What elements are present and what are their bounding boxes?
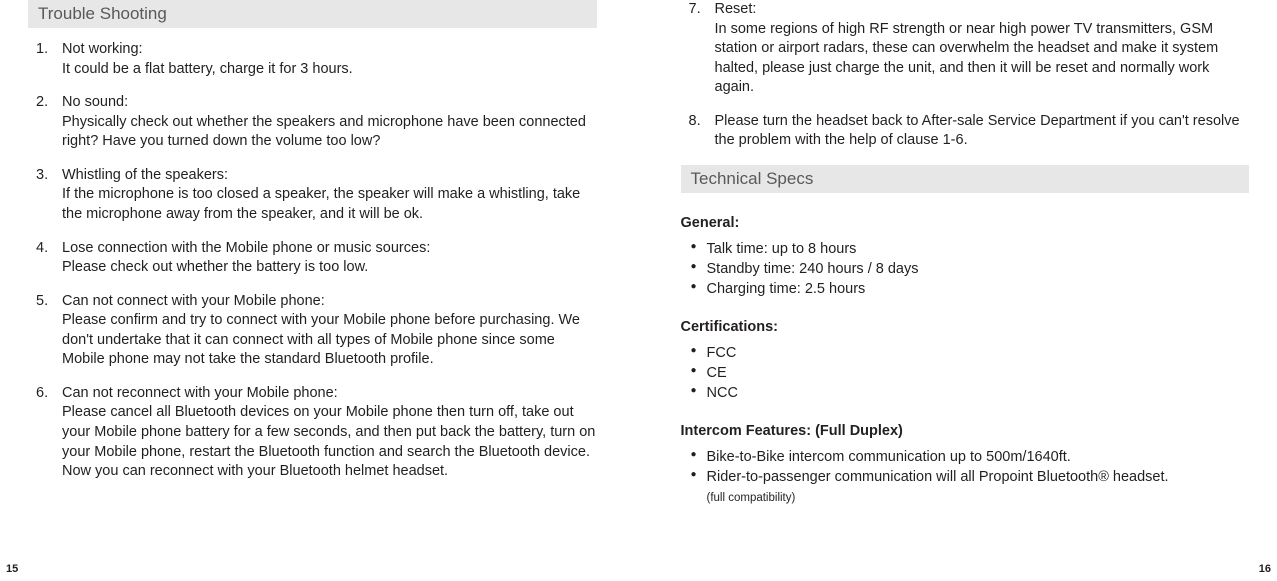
item-title: Reset: [715, 0, 1250, 20]
cert-item: CE [681, 363, 1250, 383]
troubleshoot-item: Not working: It could be a flat battery,… [28, 40, 597, 79]
item-body: Please cancel all Bluetooth devices on y… [62, 403, 597, 481]
intercom-item: Rider-to-passenger communication will al… [681, 467, 1250, 507]
troubleshoot-item: Can not connect with your Mobile phone: … [28, 292, 597, 370]
item-body: Physically check out whether the speaker… [62, 113, 597, 152]
troubleshoot-item: Lose connection with the Mobile phone or… [28, 239, 597, 278]
cert-item: FCC [681, 343, 1250, 363]
item-title: Can not reconnect with your Mobile phone… [62, 384, 597, 404]
intercom-text: Rider-to-passenger communication will al… [707, 469, 1169, 485]
page-number-left: 15 [6, 563, 18, 575]
item-body: In some regions of high RF strength or n… [715, 20, 1250, 98]
troubleshoot-list-left: Not working: It could be a flat battery,… [28, 40, 597, 496]
general-heading: General: [681, 215, 1250, 231]
item-title: Lose connection with the Mobile phone or… [62, 239, 597, 259]
spec-item: Charging time: 2.5 hours [681, 279, 1250, 299]
item-body: Please confirm and try to connect with y… [62, 311, 597, 370]
item-title: Not working: [62, 40, 597, 60]
page-left: Trouble Shooting Not working: It could b… [0, 0, 639, 581]
certifications-list: FCC CE NCC [681, 343, 1250, 403]
spec-item: Standby time: 240 hours / 8 days [681, 259, 1250, 279]
intercom-item: Bike-to-Bike intercom communication up t… [681, 447, 1250, 467]
item-title: Whistling of the speakers: [62, 166, 597, 186]
troubleshoot-item: Whistling of the speakers: If the microp… [28, 166, 597, 225]
item-body: Please turn the headset back to After-sa… [715, 112, 1250, 151]
troubleshooting-header: Trouble Shooting [28, 0, 597, 28]
item-title: No sound: [62, 93, 597, 113]
item-body: It could be a flat battery, charge it fo… [62, 60, 597, 80]
technical-specs-header: Technical Specs [681, 165, 1250, 193]
item-body: If the microphone is too closed a speake… [62, 185, 597, 224]
spec-item: Talk time: up to 8 hours [681, 239, 1250, 259]
general-list: Talk time: up to 8 hours Standby time: 2… [681, 239, 1250, 299]
troubleshoot-item: No sound: Physically check out whether t… [28, 93, 597, 152]
troubleshoot-item: Reset: In some regions of high RF streng… [681, 0, 1250, 98]
cert-item: NCC [681, 383, 1250, 403]
page-number-right: 16 [1259, 563, 1271, 575]
certifications-heading: Certifications: [681, 319, 1250, 335]
item-body: Please check out whether the battery is … [62, 258, 597, 278]
item-title: Can not connect with your Mobile phone: [62, 292, 597, 312]
troubleshoot-list-right: Reset: In some regions of high RF streng… [681, 0, 1250, 165]
troubleshoot-item: Please turn the headset back to After-sa… [681, 112, 1250, 151]
intercom-list: Bike-to-Bike intercom communication up t… [681, 447, 1250, 507]
intercom-text: Bike-to-Bike intercom communication up t… [707, 449, 1071, 465]
intercom-heading: Intercom Features: (Full Duplex) [681, 423, 1250, 439]
intercom-note: (full compatibility) [707, 492, 796, 504]
page-right: Reset: In some regions of high RF streng… [639, 0, 1277, 581]
troubleshoot-item: Can not reconnect with your Mobile phone… [28, 384, 597, 482]
